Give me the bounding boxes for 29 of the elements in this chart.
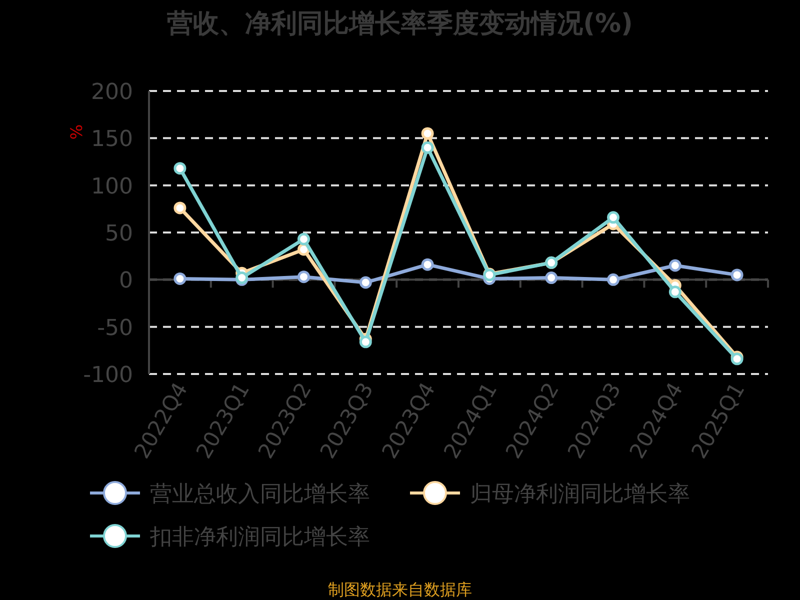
y-tick-label: 150	[91, 127, 133, 152]
point	[607, 273, 620, 286]
point	[298, 270, 310, 284]
point	[545, 272, 558, 284]
point	[421, 141, 434, 154]
point	[298, 232, 310, 246]
chart-title: 营收、净利同比增长率季度变动情况(%)	[166, 9, 633, 39]
y-tick-label: -100	[83, 363, 133, 388]
point	[421, 258, 434, 271]
point	[174, 202, 186, 214]
point	[359, 336, 372, 348]
text: 制图数据来自数据库	[328, 580, 472, 599]
point	[359, 276, 372, 289]
point	[668, 259, 682, 272]
legend-label: 扣非净利润同比增长率	[149, 525, 370, 550]
point	[730, 268, 744, 282]
point	[174, 162, 186, 175]
point	[607, 211, 620, 224]
y-tick-label: 200	[91, 80, 133, 105]
point	[421, 127, 434, 140]
legend-label: 营业总收入同比增长率	[150, 482, 370, 507]
y-tick-label: -50	[97, 316, 133, 341]
y-tick-label: 100	[91, 174, 133, 200]
point	[174, 272, 186, 285]
y-tick-label: 0	[119, 268, 133, 294]
y-tick-label: 50	[105, 222, 133, 246]
point	[668, 286, 682, 298]
y-axis-title: %	[67, 124, 86, 140]
legend-label: 归母净利润同比增长率	[470, 482, 690, 507]
